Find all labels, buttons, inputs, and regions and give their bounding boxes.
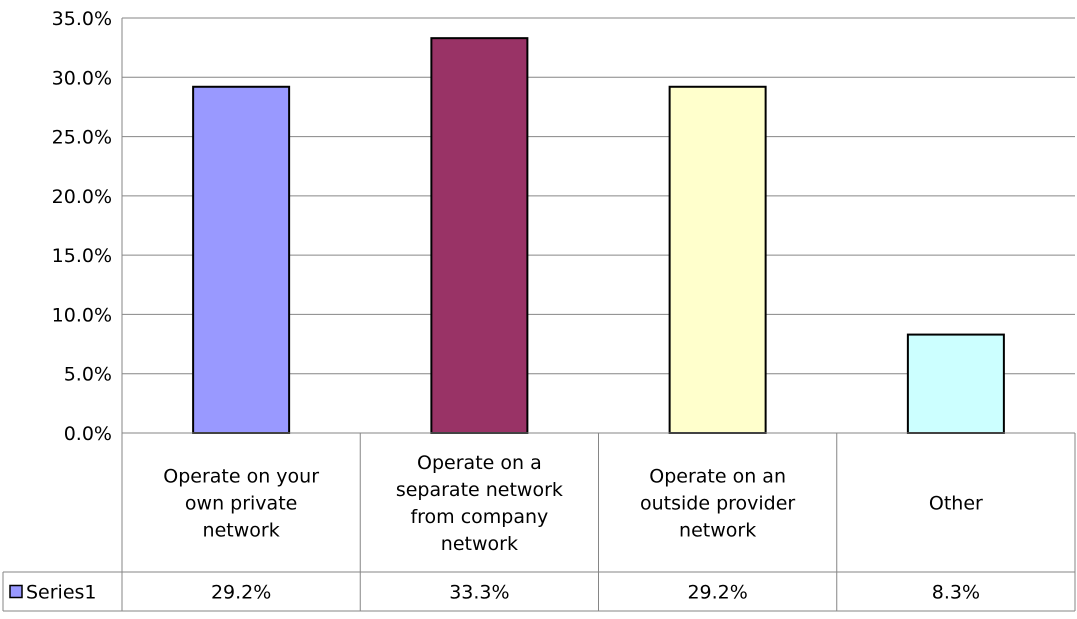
category-label-line: network (203, 520, 280, 542)
y-tick-label: 5.0% (64, 364, 112, 386)
data-table-value: 29.2% (211, 582, 271, 604)
bar (668, 85, 767, 435)
category-label-line: Operate on your (163, 466, 319, 488)
category-label: Operate on a separate network from company… (396, 452, 563, 555)
y-tick-label: 0.0% (64, 423, 112, 445)
category-label: Operate on your own private network (163, 466, 319, 542)
category-label-line: Operate on an (649, 466, 786, 488)
category-label-line: Operate on a (417, 452, 542, 474)
y-tick-label: 25.0% (52, 127, 112, 149)
category-label: Operate on an outside provider network (640, 466, 795, 542)
y-tick-label: 15.0% (52, 245, 112, 267)
category-label-line: from company (410, 506, 548, 528)
category-label-line: network (441, 533, 518, 555)
data-table-value: 29.2% (687, 582, 747, 604)
category-label-line: own private (185, 493, 297, 515)
data-table-value: 33.3% (449, 582, 509, 604)
category-label-line: outside provider (640, 493, 795, 515)
y-tick-label: 10.0% (52, 304, 112, 326)
legend-key (9, 584, 23, 599)
y-tick-label: 35.0% (52, 8, 112, 30)
y-tick-label: 30.0% (52, 67, 112, 89)
bar (192, 85, 291, 435)
series-name: Series1 (26, 582, 97, 604)
y-tick-label: 20.0% (52, 186, 112, 208)
category-label-line: separate network (396, 479, 563, 501)
category-label-line: Other (929, 493, 983, 515)
category-label: Other (929, 493, 983, 515)
data-table-value: 8.3% (932, 582, 980, 604)
bar (430, 37, 529, 435)
bar (906, 333, 1005, 435)
category-label-line: network (679, 520, 756, 542)
